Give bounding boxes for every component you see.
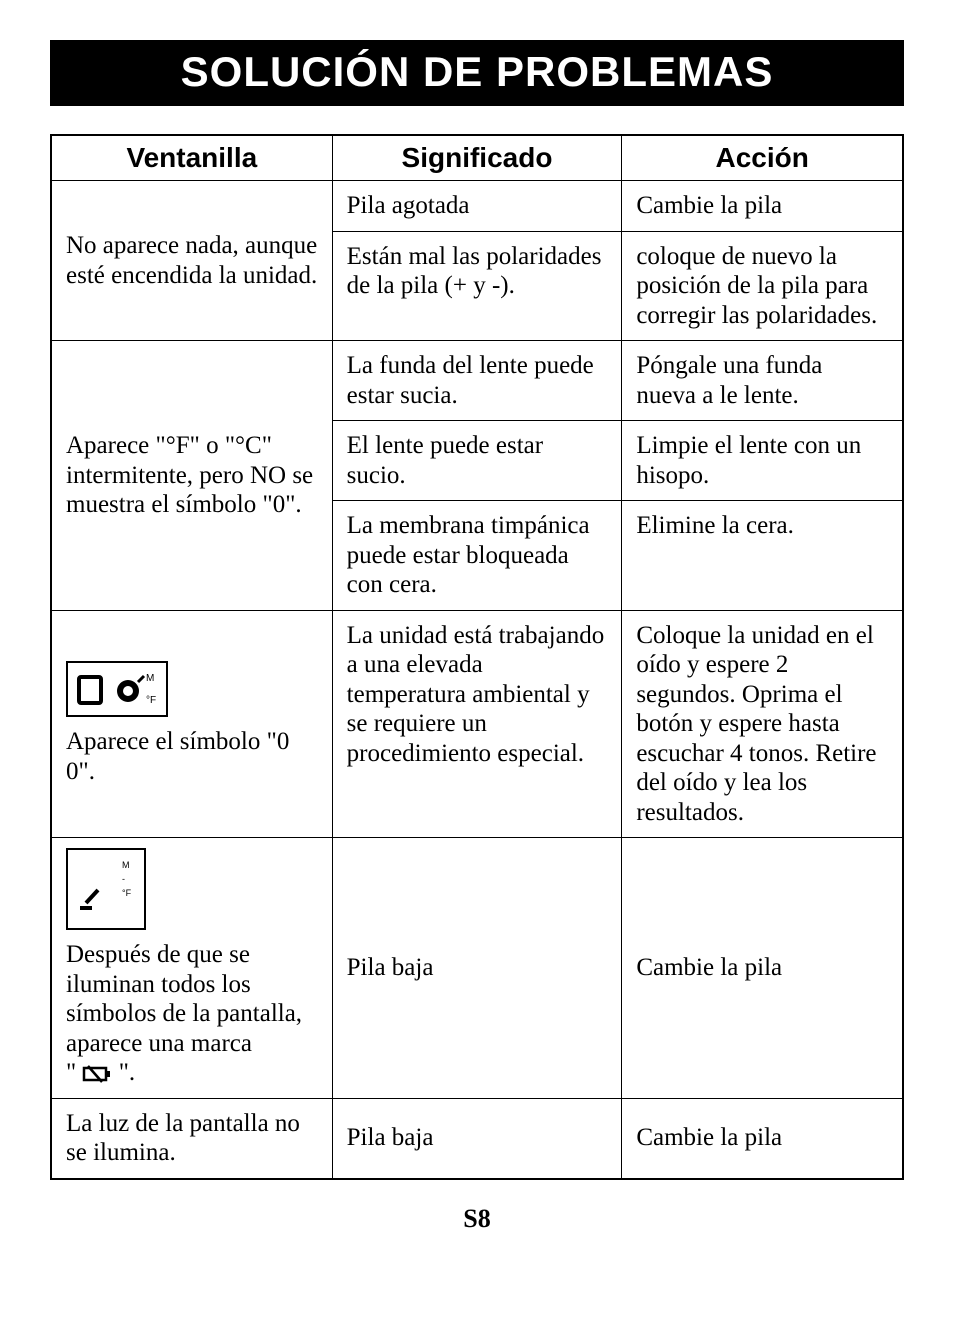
cell-accion: Cambie la pila (622, 838, 903, 1099)
table-row: Aparece "°F" o "°C" intermitente, pero N… (51, 341, 903, 421)
cell-significado: El lente puede estar sucio. (332, 421, 622, 501)
svg-text:°F: °F (122, 888, 132, 898)
cell-significado: Pila baja (332, 1098, 622, 1179)
cell-significado: La funda del lente puede estar sucia. (332, 341, 622, 421)
svg-text:M: M (122, 860, 130, 870)
cell-ventanilla: La luz de la pantalla no se ilumina. (51, 1098, 332, 1179)
page-title: SOLUCIÓN DE PROBLEMAS (50, 40, 904, 106)
cell-accion: Cambie la pila (622, 181, 903, 232)
display-icon-box: M °F - (66, 848, 146, 930)
troubleshooting-table: Ventanilla Significado Acción No aparece… (50, 134, 904, 1180)
table-row: M °F Aparece el símbolo "0 0". La unidad… (51, 610, 903, 838)
cell-significado: La membrana timpánica puede estar bloque… (332, 501, 622, 611)
display-icon-box: M °F (66, 661, 168, 717)
cell-ventanilla: M °F - Después de que se iluminan todos … (51, 838, 332, 1099)
svg-text:M: M (146, 673, 154, 684)
cell-text: Aparece el símbolo "0 0". (66, 727, 318, 786)
svg-text:°F: °F (146, 695, 156, 706)
cell-significado: Están mal las polaridades de la pila (+ … (332, 231, 622, 341)
cell-accion: coloque de nuevo la posición de la pila … (622, 231, 903, 341)
cell-accion: Elimine la cera. (622, 501, 903, 611)
svg-text:-: - (122, 874, 125, 884)
cell-significado: Pila agotada (332, 181, 622, 232)
cell-accion: Coloque la unidad en el oído y espere 2 … (622, 610, 903, 838)
cell-ventanilla: Aparece "°F" o "°C" intermitente, pero N… (51, 341, 332, 611)
low-battery-display-icon: M °F - (78, 858, 134, 920)
header-accion: Acción (622, 135, 903, 181)
table-row: M °F - Después de que se iluminan todos … (51, 838, 903, 1099)
cell-text: Después de que se iluminan todos los sím… (66, 940, 318, 1088)
cell-significado: Pila baja (332, 838, 622, 1099)
header-significado: Significado (332, 135, 622, 181)
battery-icon (82, 1064, 112, 1084)
zero-ear-icon: M °F (114, 669, 156, 709)
table-header-row: Ventanilla Significado Acción (51, 135, 903, 181)
cell-accion: Póngale una funda nueva a le lente. (622, 341, 903, 421)
cell-accion: Limpie el lente con un hisopo. (622, 421, 903, 501)
cell-ventanilla: M °F Aparece el símbolo "0 0". (51, 610, 332, 838)
cell-accion: Cambie la pila (622, 1098, 903, 1179)
cell-significado: La unidad está trabajando a una elevada … (332, 610, 622, 838)
table-row: La luz de la pantalla no se ilumina. Pil… (51, 1098, 903, 1179)
table-row: No aparece nada, aunque esté encendida l… (51, 181, 903, 232)
header-ventanilla: Ventanilla (51, 135, 332, 181)
page-number: S8 (50, 1204, 904, 1234)
zero-icon (76, 671, 104, 707)
cell-ventanilla: No aparece nada, aunque esté encendida l… (51, 181, 332, 341)
